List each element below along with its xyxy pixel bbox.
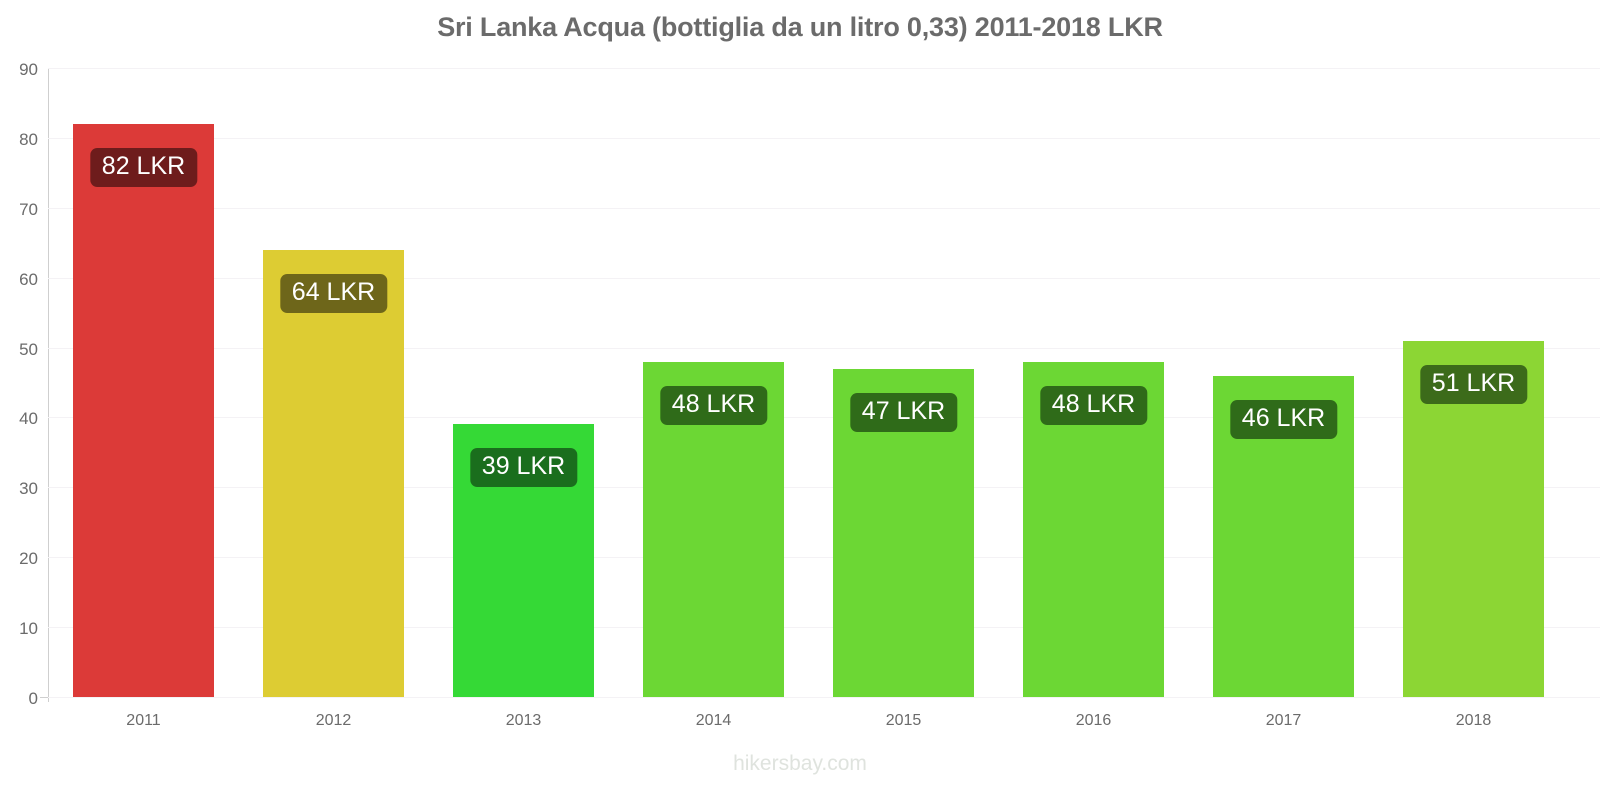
bar-value-label: 64 LKR (279, 273, 388, 313)
gridline (48, 697, 1600, 698)
gridline (48, 347, 1600, 349)
gridline (48, 487, 1600, 489)
bar-value-label: 39 LKR (469, 448, 578, 488)
bar-body: 64 LKR (263, 250, 404, 697)
y-axis-tick-label: 40 (19, 409, 38, 429)
y-axis-tick-label: 20 (19, 549, 38, 569)
y-axis-tick-label: 50 (19, 339, 38, 359)
bar-body: 47 LKR (833, 369, 974, 697)
x-axis-tick-label: 2017 (1265, 712, 1302, 729)
y-axis-tick-label: 60 (19, 269, 38, 289)
bar-body: 82 LKR (73, 124, 214, 697)
bar-2013[interactable]: 39 LKR (453, 424, 594, 697)
chart-title: Sri Lanka Acqua (bottiglia da un litro 0… (437, 12, 1163, 42)
bar-value-label: 46 LKR (1229, 399, 1338, 439)
y-axis-tick-label: 0 (28, 689, 38, 708)
gridline (48, 68, 1600, 69)
bar-value-label: 51 LKR (1419, 364, 1528, 404)
bar-body: 51 LKR (1403, 341, 1544, 697)
x-axis-tick-label: 2014 (695, 712, 732, 729)
bar-body: 48 LKR (643, 362, 784, 697)
gridline (48, 207, 1600, 209)
bar-body: 39 LKR (453, 424, 594, 697)
x-axis-tick-label: 2012 (315, 712, 352, 729)
gridline (48, 417, 1600, 419)
x-axis-tick-label: 2013 (505, 712, 542, 729)
gridline (48, 277, 1600, 279)
bar-2011[interactable]: 82 LKR (73, 123, 214, 697)
y-axis-tick-label: 10 (19, 619, 38, 639)
bar-value-label: 48 LKR (659, 385, 768, 425)
bar-2015[interactable]: 47 LKR (833, 368, 974, 697)
y-axis-tick-label: 90 (19, 60, 38, 79)
y-axis-tick-label: 80 (19, 129, 38, 149)
bar-2014[interactable]: 48 LKR (643, 361, 784, 697)
y-axis-tick-label: 70 (19, 199, 38, 219)
bar-2012[interactable]: 64 LKR (263, 249, 404, 697)
bar-body: 46 LKR (1213, 376, 1354, 697)
bar-value-label: 82 LKR (89, 147, 198, 187)
plot-area: 90 80 70 60 50 40 30 20 10 0 82 LKR 64 LKR 39 LKR 48 … (19, 61, 1600, 707)
x-axis-tick-label: 2016 (1075, 712, 1112, 729)
gridline (48, 627, 1600, 629)
x-axis-tick-label: 2018 (1455, 712, 1492, 729)
y-axis-tick-label: 30 (19, 479, 38, 499)
gridline (48, 557, 1600, 559)
bar-2016[interactable]: 48 LKR (1023, 361, 1164, 697)
gridline (48, 137, 1600, 139)
bar-2018[interactable]: 51 LKR (1403, 340, 1544, 697)
bar-2017[interactable]: 46 LKR (1213, 375, 1354, 697)
bar-value-label: 47 LKR (849, 392, 958, 432)
y-axis-line (48, 68, 49, 702)
footer-credit: hikersbay.com (733, 752, 867, 775)
x-axis-tick-label: 2015 (885, 712, 922, 729)
x-axis-tick-label: 2011 (126, 712, 161, 729)
bar-body: 48 LKR (1023, 362, 1164, 697)
bar-value-label: 48 LKR (1039, 385, 1148, 425)
